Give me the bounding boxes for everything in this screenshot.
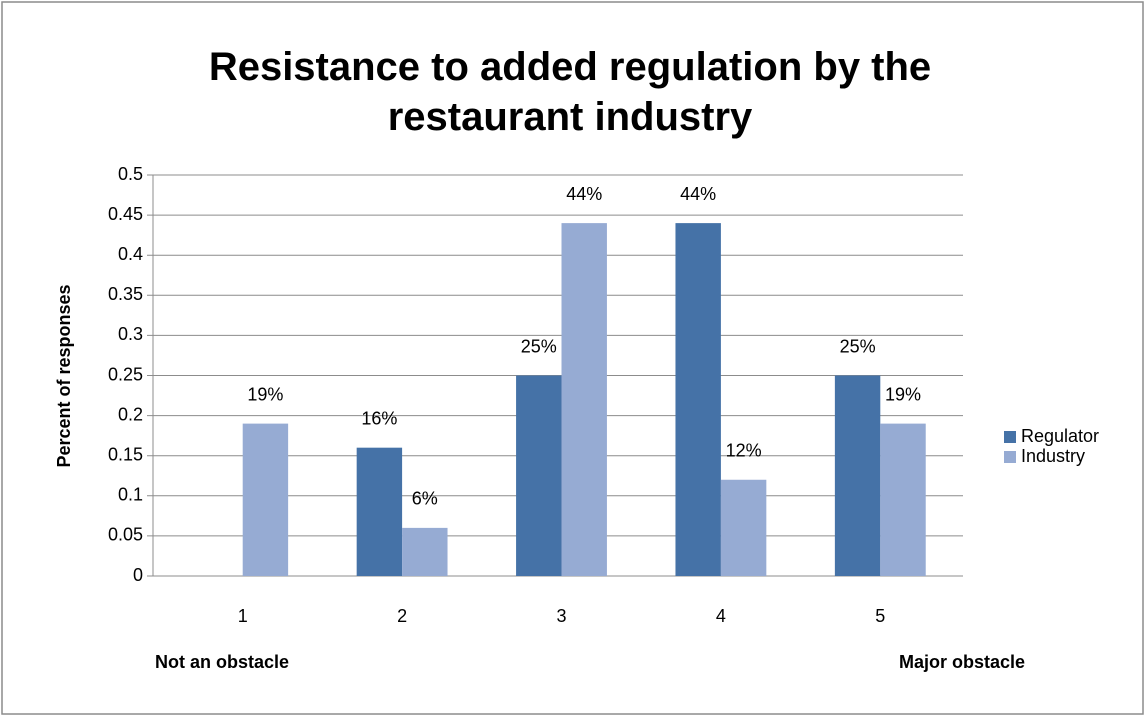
data-label: 16% (361, 408, 397, 428)
y-axis-label: Percent of responses (54, 284, 74, 467)
bar (561, 223, 607, 576)
y-tick-label: 0.15 (108, 444, 143, 464)
bar (720, 479, 767, 576)
data-label: 44% (566, 184, 602, 204)
y-tick-label: 0.3 (118, 324, 143, 344)
bar (402, 527, 448, 576)
data-label: 25% (840, 336, 876, 356)
legend-swatch (1004, 431, 1016, 443)
x-tick-label: 2 (397, 606, 407, 626)
y-tick-label: 0.35 (108, 284, 143, 304)
annotation: Major obstacle (899, 652, 1025, 672)
data-label: 19% (885, 384, 921, 404)
x-tick-label: 5 (875, 606, 885, 626)
x-tick-label: 1 (238, 606, 248, 626)
bar (356, 447, 403, 576)
legend-label: Industry (1021, 446, 1085, 466)
legend-label: Regulator (1021, 426, 1099, 446)
bar (880, 423, 926, 576)
y-tick-label: 0.4 (118, 244, 143, 264)
bar (242, 423, 289, 576)
y-tick-label: 0 (133, 565, 143, 585)
data-label: 44% (680, 184, 716, 204)
annotation: Not an obstacle (155, 652, 289, 672)
y-tick-label: 0.5 (118, 164, 143, 184)
data-label: 25% (521, 336, 557, 356)
data-label: 19% (247, 384, 283, 404)
y-tick-label: 0.25 (108, 364, 143, 384)
y-tick-label: 0.2 (118, 404, 143, 424)
bar (675, 223, 721, 576)
legend-swatch (1004, 451, 1016, 463)
y-tick-label: 0.1 (118, 485, 143, 505)
data-label: 12% (726, 441, 762, 461)
y-tick-label: 0.05 (108, 525, 143, 545)
data-label: 6% (412, 489, 438, 509)
x-tick-label: 4 (716, 606, 726, 626)
chart-title: Resistance to added regulation by the re… (208, 45, 932, 139)
y-tick-label: 0.45 (108, 204, 143, 224)
bar (834, 375, 881, 576)
bar (516, 375, 562, 576)
x-tick-label: 3 (556, 606, 566, 626)
